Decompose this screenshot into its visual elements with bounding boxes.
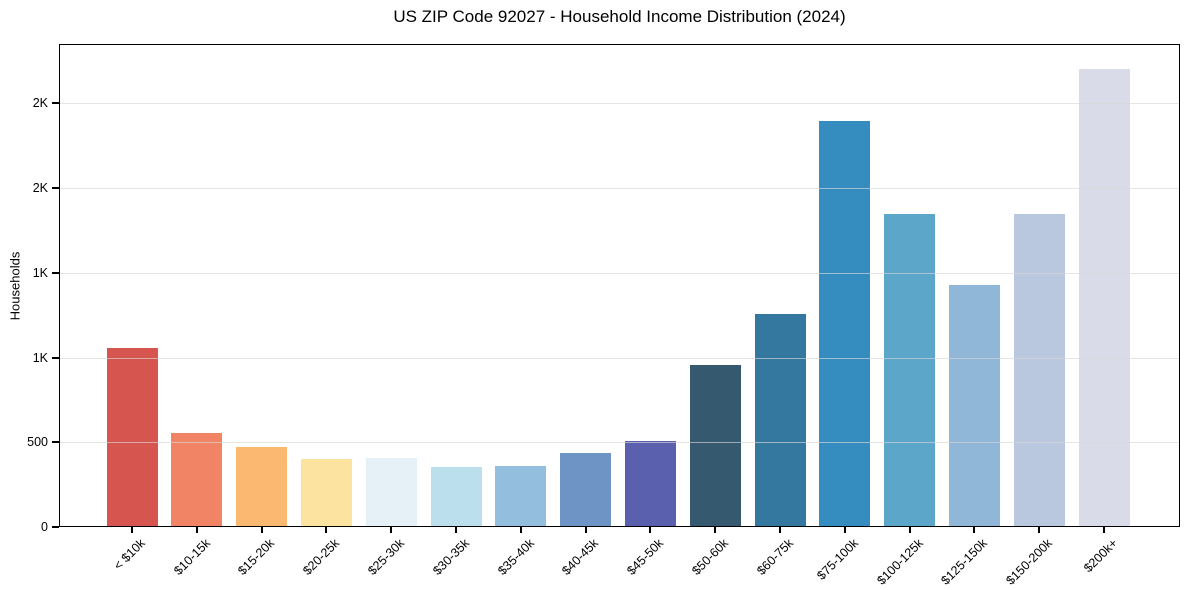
x-tick-mark <box>1103 527 1105 533</box>
y-tick-label: 1K <box>32 350 48 365</box>
x-tick-mark <box>325 527 328 533</box>
x-tick-mark <box>649 527 652 533</box>
x-tick-label: $15-20k <box>235 536 278 578</box>
y-gridline <box>59 103 1180 105</box>
y-tick-mark <box>52 102 59 105</box>
x-tick-label: $100-125k <box>873 536 926 588</box>
bar <box>171 432 223 527</box>
plot-area <box>59 44 1180 527</box>
y-tick-mark <box>52 441 59 444</box>
y-gridline <box>59 357 1180 359</box>
x-tick-mark <box>843 527 846 533</box>
x-tick-mark <box>195 527 198 533</box>
x-tick-label: $150-200k <box>1003 536 1056 588</box>
y-tick-label: 2K <box>32 181 48 196</box>
x-tick-mark <box>260 527 263 533</box>
y-tick-mark <box>52 271 59 274</box>
x-tick-mark <box>455 527 457 533</box>
x-tick-mark <box>390 527 393 533</box>
bar <box>624 440 676 527</box>
bar <box>560 453 612 527</box>
x-tick-label: $50-60k <box>689 536 732 578</box>
bar <box>1078 69 1130 527</box>
x-tick-label: $30-35k <box>430 536 472 578</box>
x-tick-label: $10-15k <box>170 536 213 578</box>
x-tick-label: $60-75k <box>754 536 796 578</box>
y-tick-label: 0 <box>41 520 48 534</box>
x-tick-label: $20-25k <box>300 536 343 578</box>
bar <box>948 284 1000 527</box>
x-tick-mark <box>519 527 522 533</box>
x-tick-label: $25-30k <box>365 536 408 578</box>
x-tick-mark <box>973 527 976 533</box>
y-gridline <box>59 442 1180 444</box>
y-tick-label: 2K <box>32 96 48 111</box>
y-tick-label: 1K <box>32 265 48 280</box>
bar <box>689 365 741 527</box>
y-gridline <box>59 272 1180 274</box>
x-tick-mark <box>584 527 587 533</box>
x-tick-label: $125-150k <box>938 536 991 588</box>
x-tick-mark <box>908 527 911 533</box>
bar <box>236 447 288 527</box>
bar <box>365 458 417 527</box>
y-tick-mark <box>52 356 59 359</box>
x-tick-label: $45-50k <box>624 536 667 578</box>
x-tick-mark <box>1038 527 1041 533</box>
x-tick-label: < $10k <box>111 536 148 573</box>
bar <box>430 466 482 527</box>
bar <box>884 213 936 527</box>
y-gridline <box>59 188 1180 190</box>
y-tick-mark <box>52 526 59 528</box>
bar <box>1013 214 1065 527</box>
y-tick-mark <box>52 187 59 190</box>
y-tick-label: 500 <box>27 435 48 450</box>
bar <box>300 459 352 527</box>
x-tick-mark <box>779 527 781 533</box>
bar <box>495 466 547 527</box>
x-tick-label: $40-45k <box>559 536 602 578</box>
y-axis-label: Households <box>7 251 23 321</box>
x-tick-label: $200k+ <box>1080 536 1120 576</box>
chart-title: US ZIP Code 92027 - Household Income Dis… <box>393 7 846 26</box>
x-tick-label: $35-40k <box>494 536 537 578</box>
bar <box>106 348 158 527</box>
x-tick-mark <box>131 527 133 533</box>
bar <box>819 121 871 527</box>
x-tick-mark <box>714 527 717 533</box>
x-tick-label: $75-100k <box>813 536 861 583</box>
bar <box>754 313 806 527</box>
